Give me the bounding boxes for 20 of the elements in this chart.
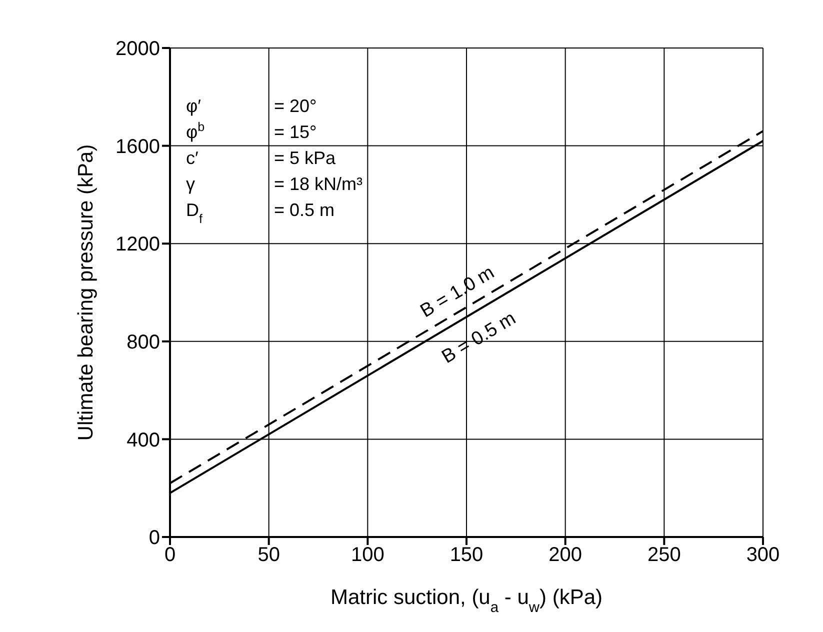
text: D$_{f}$ = 0.5 m	[186, 200, 335, 226]
x-tick-label: 0	[164, 544, 176, 566]
y-axis-title: Ultimate bearing pressure (kPa)	[74, 144, 98, 441]
x-tick-label: 100	[350, 544, 384, 566]
x-tick-label: 150	[450, 544, 484, 566]
text: φ′ = 20°	[186, 96, 317, 116]
y-tick-label: 400	[126, 429, 160, 452]
y-tick-label: 2000	[116, 38, 160, 60]
y-tick-label: 1200	[116, 234, 160, 256]
x-tick-label: 300	[746, 544, 780, 566]
y-tick-label: 0	[148, 527, 160, 550]
text: γ = 18 kN/m³	[186, 174, 363, 194]
x-tick-label: 200	[548, 544, 582, 566]
x-tick-label: 50	[258, 544, 280, 566]
x-tick-label: 250	[647, 544, 681, 566]
text: c′ = 5 kPa	[186, 148, 336, 168]
y-tick-label: 800	[126, 332, 160, 354]
y-tick-label: 1600	[116, 136, 160, 158]
x-axis-title: Matric suction, (u$_{a}$ - u$_{w}$) (kPa)	[330, 586, 603, 616]
text: φ$^{b}$ = 15°	[186, 120, 317, 142]
